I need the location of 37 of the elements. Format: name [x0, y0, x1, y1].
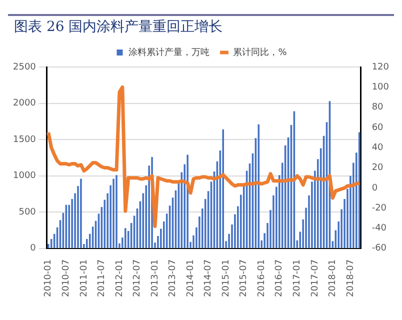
x-tick-label: 2018-07 [346, 259, 356, 298]
y2-tick-label: 100 [372, 82, 390, 92]
x-tick-label: 2012-07 [132, 259, 143, 298]
x-tick-label: 2016-01 [256, 259, 267, 298]
y-tick-label: 2500 [13, 62, 36, 72]
y-tick-label: 1500 [13, 134, 36, 145]
x-tick-label: 2014-07 [204, 259, 214, 298]
x-tick-label: 2012-01 [114, 259, 125, 298]
y2-tick-label: 0 [372, 183, 378, 194]
x-tick-label: 2010-01 [44, 259, 54, 298]
y-tick-label: 1000 [13, 171, 36, 182]
chart-title: 图表 26 国内涂料产量重回正增长 [8, 14, 394, 38]
x-tick-label: 2018-01 [328, 259, 338, 298]
y2-tick-label: 40 [372, 142, 384, 153]
x-tick-label: 2010-07 [62, 259, 72, 298]
x-tick-label: 2011-01 [79, 259, 90, 298]
legend-label: 累计同比，% [233, 46, 288, 58]
legend-label: 涂料累计产量，万吨 [128, 46, 210, 58]
x-tick-label: 2013-07 [168, 259, 178, 298]
y2-tick-label: -20 [372, 203, 387, 214]
x-tick-label: 2015-07 [239, 259, 250, 298]
y2-tick-label: 60 [372, 122, 384, 133]
x-tick-label: 2017-07 [310, 259, 320, 298]
x-tick-label: 2013-01 [150, 259, 160, 298]
x-tick-label: 2017-01 [292, 259, 302, 298]
y-tick-label: 2000 [13, 98, 36, 109]
y2-tick-label: -60 [372, 244, 387, 254]
y2-tick-label: 120 [372, 62, 390, 72]
y2-tick-label: 20 [372, 163, 384, 174]
y2-tick-label: -40 [372, 224, 387, 234]
y-tick-label: 500 [18, 207, 36, 218]
y-tick-label: 0 [30, 244, 36, 254]
x-tick-label: 2015-01 [221, 259, 232, 298]
x-tick-label: 2011-07 [97, 259, 108, 298]
y2-tick-label: 80 [372, 102, 384, 113]
x-tick-label: 2016-07 [274, 259, 285, 298]
x-tick-label: 2014-01 [186, 259, 196, 298]
